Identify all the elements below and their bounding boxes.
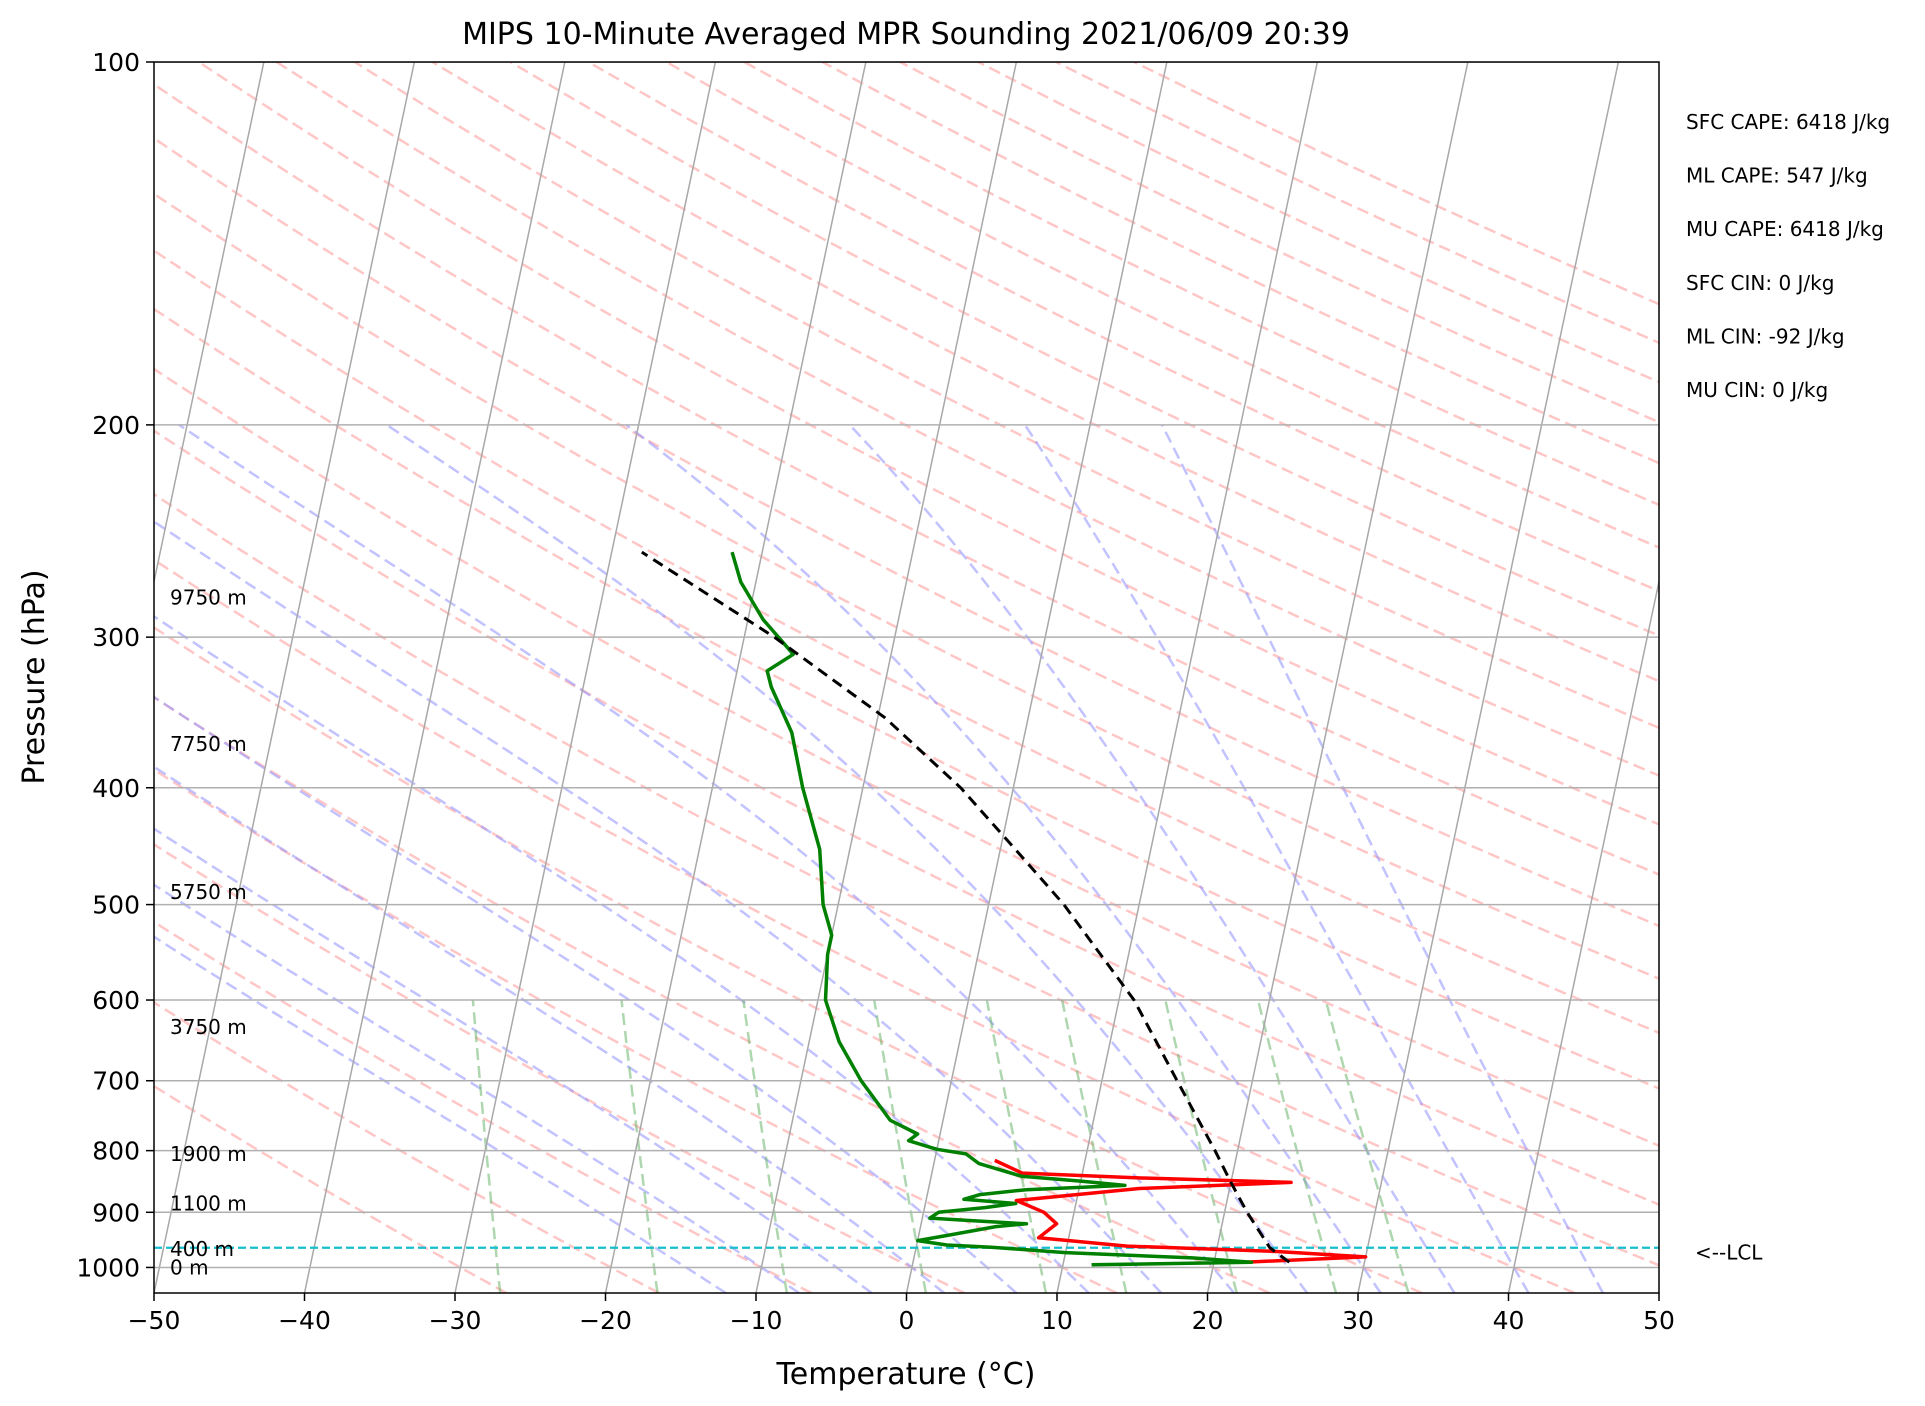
- dry-adiabat: [154, 768, 1118, 1293]
- parcel-profile-line: [640, 550, 1291, 1264]
- x-tick-label: 0: [899, 1306, 915, 1335]
- mixing-ratio-line: [742, 999, 789, 1293]
- x-tick-label: 10: [1041, 1306, 1073, 1335]
- dry-adiabat: [275, 62, 1659, 777]
- height-label: 9750 m: [170, 585, 247, 609]
- mixing-ratio-line: [471, 999, 502, 1293]
- dry-adiabat: [154, 558, 1576, 1293]
- y-tick-label: 800: [92, 1137, 140, 1166]
- y-tick-label: 900: [92, 1198, 140, 1227]
- height-label: 5750 m: [170, 880, 247, 904]
- isotherm-line: [1206, 62, 1469, 1293]
- cape-cin-annotation: SFC CIN: 0 J/kg: [1686, 271, 1834, 295]
- dry-adiabat: [154, 249, 1659, 1035]
- y-tick-label: 400: [92, 774, 140, 803]
- dry-adiabat: [154, 192, 1659, 980]
- y-tick-label: 700: [92, 1067, 140, 1096]
- dry-adiabat: [154, 492, 1659, 1267]
- y-tick-label: 100: [92, 48, 140, 77]
- dry-adiabat: [154, 920, 813, 1293]
- y-tick-label: 300: [92, 623, 140, 652]
- isotherm-line: [1056, 62, 1319, 1293]
- dry-adiabat: [154, 695, 1270, 1293]
- cape-cin-annotation: ML CAPE: 547 J/kg: [1686, 164, 1868, 188]
- moist-adiabat: [154, 520, 1163, 1293]
- moist-adiabat: [154, 935, 727, 1293]
- isotherm-line: [1658, 1289, 1659, 1293]
- mixing-ratio-line: [1324, 999, 1410, 1293]
- height-label: 1100 m: [170, 1192, 247, 1216]
- moist-adiabat: [1023, 424, 1530, 1293]
- dry-adiabat: [353, 62, 1659, 730]
- mixing-ratio-line: [985, 999, 1048, 1293]
- chart-title: MIPS 10-Minute Averaged MPR Sounding 202…: [462, 17, 1350, 52]
- cape-cin-annotation: MU CAPE: 6418 J/kg: [1686, 217, 1884, 241]
- x-tick-label: 20: [1192, 1306, 1224, 1335]
- isotherm-line: [905, 62, 1168, 1293]
- plot-background: [154, 62, 1659, 1293]
- height-label: 3750 m: [170, 1015, 247, 1039]
- cape-cin-annotation: SFC CAPE: 6418 J/kg: [1686, 110, 1890, 134]
- isotherm-line: [303, 62, 566, 1293]
- isotherm-line: [1507, 577, 1659, 1293]
- y-tick-label: 600: [92, 986, 140, 1015]
- cape-cin-annotation: ML CIN: -92 J/kg: [1686, 324, 1845, 348]
- temperature-line: [994, 1158, 1368, 1264]
- annotations: SFC CAPE: 6418 J/kg ML CAPE: 547 J/kg MU C…: [1686, 110, 1890, 402]
- isotherm-line: [154, 62, 416, 1293]
- height-label: 1900 m: [170, 1142, 247, 1166]
- dewpoint-line: [730, 551, 1254, 1267]
- series-group: [640, 550, 1368, 1267]
- y-axis-title: Pressure (hPa): [17, 569, 52, 784]
- mixing-ratio-line: [1164, 999, 1238, 1293]
- isotherm-line: [1357, 62, 1620, 1293]
- isotherm-line: [604, 62, 867, 1293]
- x-tick-label: −20: [579, 1306, 632, 1335]
- mixing-ratio-line: [620, 999, 659, 1293]
- dry-adiabat: [587, 62, 1659, 593]
- mixing-ratio-line: [872, 999, 928, 1293]
- dry-adiabat: [154, 367, 1659, 1148]
- dry-adiabat: [154, 1084, 508, 1293]
- y-tick-label: 200: [92, 411, 140, 440]
- dry-adiabat: [198, 62, 1659, 826]
- y-tick-label: 1000: [76, 1253, 140, 1282]
- dry-adiabat: [154, 429, 1659, 1206]
- height-label: 400 m: [170, 1237, 234, 1261]
- x-axis-title: Temperature (°C): [776, 1357, 1036, 1392]
- x-tick-label: −40: [278, 1306, 331, 1335]
- ticks-group: −50 −40 −30 −20 −10 0 10 20 30 40 50 100 200 300 400 50…: [76, 48, 1675, 1335]
- isotherm-line: [154, 62, 265, 586]
- y-tick-label: 500: [92, 891, 140, 920]
- moist-adiabat: [154, 695, 1018, 1293]
- lcl-label: <--LCL: [1695, 1241, 1763, 1265]
- dry-adiabat: [154, 307, 1659, 1090]
- moist-adiabat: [154, 827, 873, 1293]
- moist-adiabat: [1160, 424, 1605, 1293]
- height-label: 0 m: [170, 1256, 209, 1280]
- x-tick-label: 50: [1643, 1306, 1675, 1335]
- height-label: 7750 m: [170, 732, 247, 756]
- dry-adiabat: [154, 842, 965, 1293]
- x-tick-label: −30: [429, 1306, 482, 1335]
- moist-adiabat: [154, 614, 1090, 1293]
- moist-adiabat: [154, 765, 945, 1293]
- isotherm-line: [454, 62, 717, 1293]
- dry-adiabat: [509, 62, 1659, 637]
- isotherm-line: [755, 62, 1018, 1293]
- moist-adiabat: [154, 883, 800, 1293]
- x-tick-label: −50: [128, 1306, 181, 1335]
- moist-adiabat: [625, 423, 1382, 1293]
- cape-cin-annotation: MU CIN: 0 J/kg: [1686, 378, 1828, 402]
- x-tick-label: 40: [1493, 1306, 1525, 1335]
- x-tick-label: 30: [1342, 1306, 1374, 1335]
- dry-adiabat: [154, 82, 1659, 876]
- x-tick-label: −10: [730, 1306, 783, 1335]
